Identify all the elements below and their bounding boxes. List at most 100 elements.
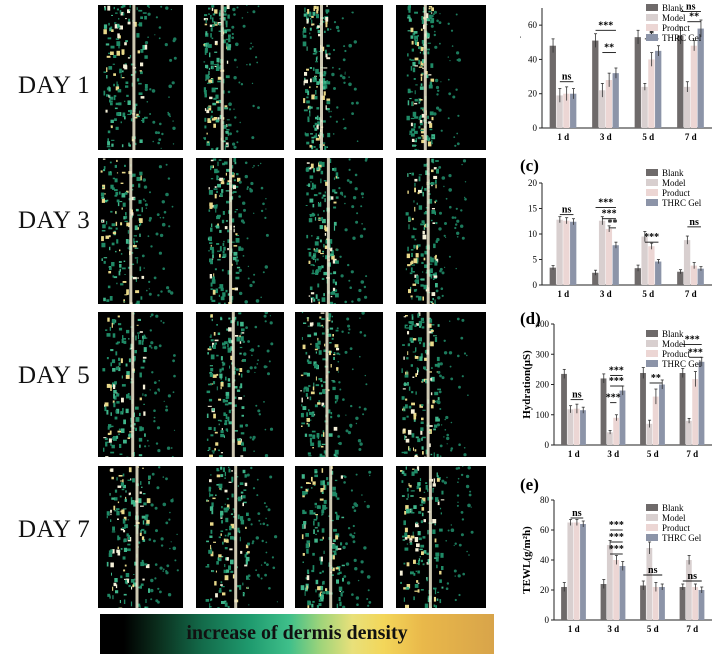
x-tick-label: 3 d [600, 132, 612, 142]
bar [680, 587, 686, 620]
bar [550, 268, 556, 285]
bar [659, 587, 665, 620]
legend-label: Blank [662, 3, 684, 13]
significance-label: ns [562, 205, 572, 216]
bar [655, 262, 661, 285]
legend-swatch [646, 14, 658, 21]
y-tick-label: 10 [528, 229, 538, 239]
legend-label: THRC Gel [662, 198, 702, 208]
bar [635, 37, 641, 128]
bar [640, 373, 646, 445]
bar [640, 586, 646, 621]
day-label-5: DAY 5 [18, 362, 90, 390]
significance-label: ns [689, 217, 699, 228]
y-tick-label: 40 [540, 555, 550, 565]
skin-image-tile [98, 5, 183, 150]
y-tick-label: 0 [545, 440, 550, 450]
day-label-3: DAY 3 [18, 207, 90, 235]
bar [601, 378, 607, 445]
skin-image-tile [295, 158, 383, 304]
skin-image-tile [396, 312, 486, 457]
panel-letter: (c) [520, 156, 539, 175]
significance-label: *** [598, 197, 613, 208]
legend-swatch [646, 199, 658, 206]
legend-swatch [646, 350, 658, 357]
skin-image-tile [396, 5, 486, 150]
legend-swatch [646, 330, 658, 337]
significance-label: *** [609, 365, 624, 376]
legend-label: Model [662, 13, 686, 23]
bar [653, 587, 659, 620]
bar [699, 362, 705, 445]
y-tick-label: 200 [536, 380, 550, 390]
skin-image-tile [295, 5, 383, 150]
legend-swatch [646, 169, 658, 176]
bar [646, 548, 652, 620]
significance-label: *** [685, 335, 700, 346]
significance-label: ns [648, 565, 658, 576]
legend-label: THRC Gel [662, 533, 702, 543]
y-tick-label: 15 [528, 204, 538, 214]
day-label-1: DAY 1 [18, 72, 90, 100]
x-tick-label: 3 d [607, 624, 619, 634]
legend-label: Blank [662, 329, 684, 339]
y-tick-label: 60 [540, 525, 550, 535]
y-tick-label: 5 [533, 255, 538, 265]
bar [648, 246, 654, 285]
legend-label: Model [662, 178, 686, 188]
x-tick-label: 5 d [642, 132, 654, 142]
y-tick-label: 20 [540, 585, 550, 595]
x-tick-label: 3 d [607, 449, 619, 459]
significance-label: ** [651, 373, 661, 384]
bar [607, 432, 613, 445]
legend-swatch [646, 4, 658, 11]
x-tick-label: 5 d [647, 449, 659, 459]
bar [684, 240, 690, 285]
legend-label: Blank [662, 503, 684, 513]
y-axis-label: EI [520, 228, 521, 240]
legend-label: Product [662, 23, 690, 33]
y-tick-label: 80 [540, 495, 550, 505]
bar [574, 409, 580, 445]
bar [677, 35, 683, 128]
skin-image-tile [98, 312, 183, 457]
bar [680, 373, 686, 445]
x-tick-label: 1 d [568, 449, 580, 459]
bar [648, 59, 654, 128]
skin-image-tile [196, 158, 284, 304]
bar [606, 80, 612, 128]
bar [556, 220, 562, 285]
x-tick-label: 7 d [686, 449, 698, 459]
y-tick-label: 0 [533, 123, 538, 133]
x-tick-label: 1 d [557, 132, 569, 142]
bar [698, 29, 704, 128]
legend-swatch [646, 534, 658, 541]
bar [606, 229, 612, 285]
x-tick-label: 5 d [647, 624, 659, 634]
legend-label: Blank [662, 168, 684, 178]
bar [567, 523, 573, 621]
skin-image-tile [196, 312, 284, 457]
y-axis-label: Hydration(μS) [521, 350, 533, 419]
skin-image-tile [196, 466, 284, 608]
bar [620, 566, 626, 620]
skin-image-tile [196, 5, 284, 150]
legend-swatch [646, 24, 658, 31]
legend-swatch [646, 189, 658, 196]
bar [698, 269, 704, 285]
bar [561, 374, 567, 445]
significance-label: *** [606, 393, 621, 404]
x-tick-label: 7 d [686, 624, 698, 634]
bar [607, 545, 613, 620]
bar [684, 87, 690, 128]
bar [550, 46, 556, 128]
bar [613, 418, 619, 445]
bar [570, 222, 576, 285]
bar [567, 409, 573, 445]
y-tick-label: 20 [528, 178, 538, 188]
legend-swatch [646, 340, 658, 347]
significance-label: *** [609, 544, 624, 555]
significance-label: ns [562, 72, 572, 83]
legend-swatch [646, 179, 658, 186]
significance-label: ns [572, 390, 582, 401]
